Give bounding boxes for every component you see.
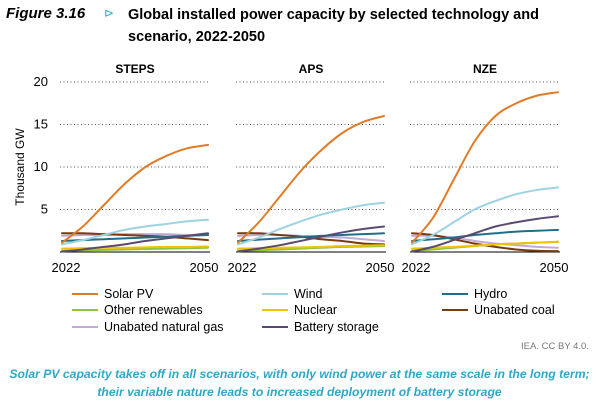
legend-label: Battery storage <box>294 319 379 334</box>
panel-nze: NZE 2022 2050 <box>402 62 569 275</box>
legend-label: Hydro <box>474 286 508 301</box>
legend-label: Nuclear <box>294 303 338 318</box>
figure-caption: Solar PV capacity takes off in all scena… <box>9 367 590 399</box>
legend-label: Other renewables <box>104 303 203 318</box>
x-tick-label: 2050 <box>540 260 569 275</box>
series-line-wind <box>61 218 209 246</box>
x-tick-label: 2022 <box>52 260 81 275</box>
legend-item-solar-pv: Solar PV <box>72 286 262 302</box>
chart: Thousand GW 5 10 15 20 STEPS 2022 2050 APS 2022 20… <box>13 62 569 275</box>
legend-label: Unabated natural gas <box>104 319 224 334</box>
series-line-battery-storage <box>237 225 385 253</box>
legend-swatch <box>72 325 98 328</box>
panel-aps: APS 2022 2050 <box>228 62 395 275</box>
y-axis-label: Thousand GW <box>13 128 27 206</box>
series-line-solar-pv <box>237 115 385 244</box>
legend-item-battery-storage: Battery storage <box>262 319 442 335</box>
figure-title: Global installed power capacity by selec… <box>128 7 539 45</box>
x-tick-label: 2022 <box>402 260 431 275</box>
legend-item-unabated-natural-gas: Unabated natural gas <box>72 319 262 335</box>
legend-swatch <box>442 292 468 295</box>
legend-item-unabated-coal: Unabated coal <box>442 303 592 319</box>
legend-item-other-renewables: Other renewables <box>72 303 262 319</box>
y-tick-label: 15 <box>34 117 48 132</box>
figure-arrow-icon: ⊳ <box>104 6 115 20</box>
source-credit: IEA. CC BY 4.0. <box>521 341 589 352</box>
panel-title: NZE <box>473 62 497 76</box>
series-line-battery-storage <box>61 232 209 253</box>
legend-swatch <box>262 292 288 295</box>
series-line-hydro <box>411 228 559 242</box>
legend-swatch <box>72 309 98 312</box>
legend-item-nuclear: Nuclear <box>262 303 442 319</box>
x-tick-label: 2050 <box>366 260 395 275</box>
chart-legend: Solar PV Wind Hydro Other renewables Nuclear… <box>72 286 592 335</box>
series-line-wind <box>411 186 559 246</box>
series-line-hydro <box>237 232 385 242</box>
series-line-nuclear <box>411 240 559 250</box>
legend-item-wind: Wind <box>262 286 442 302</box>
panel-title: STEPS <box>115 62 154 76</box>
x-tick-label: 2022 <box>228 260 257 275</box>
series-line-solar-pv <box>61 143 209 244</box>
legend-label: Unabated coal <box>474 303 555 318</box>
legend-swatch <box>262 309 288 312</box>
y-tick-label: 5 <box>41 202 48 217</box>
series-line-nuclear <box>61 245 209 250</box>
legend-swatch <box>442 309 468 312</box>
legend-swatch <box>262 325 288 328</box>
panel-steps: STEPS 2022 2050 <box>52 62 219 275</box>
legend-label: Solar PV <box>104 286 154 301</box>
y-tick-label: 10 <box>34 159 48 174</box>
series-line-other-renewables <box>61 246 209 252</box>
legend-item-hydro: Hydro <box>442 286 592 302</box>
series-line-unabated-coal <box>61 232 209 242</box>
x-tick-label: 2050 <box>190 260 219 275</box>
series-line-solar-pv <box>411 91 559 244</box>
legend-swatch <box>72 292 98 295</box>
y-tick-label: 20 <box>34 74 48 89</box>
panel-title: APS <box>299 62 324 76</box>
legend-label: Wind <box>294 286 323 301</box>
series-line-wind <box>237 201 385 246</box>
figure-label: Figure 3.16 <box>6 5 86 22</box>
series-line-battery-storage <box>411 215 559 253</box>
